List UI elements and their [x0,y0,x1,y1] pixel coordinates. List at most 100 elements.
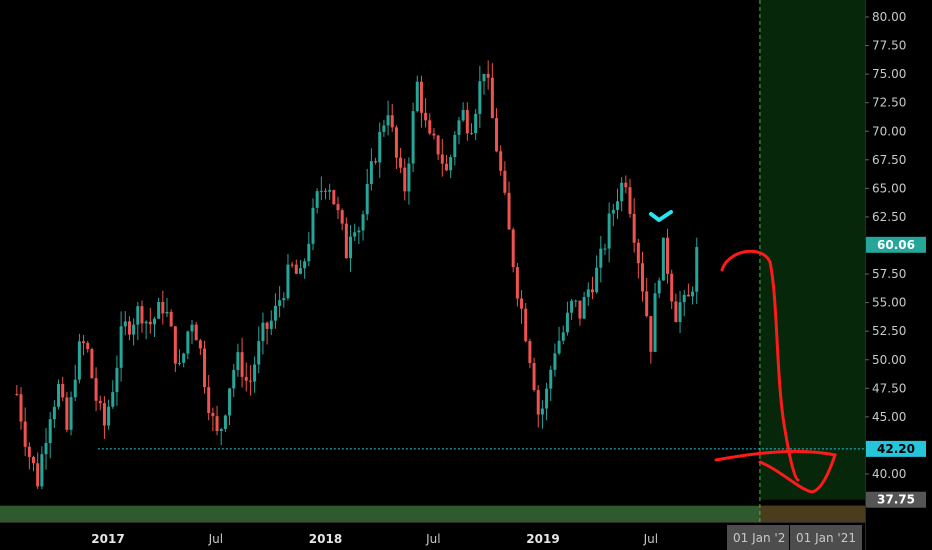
candle [115,355,119,406]
candle [649,315,653,364]
candle-body [382,125,386,132]
candle-body [691,291,695,297]
candle [311,198,315,251]
candle [349,224,353,272]
candle [324,188,327,200]
candle-body [253,364,257,382]
candle [561,325,565,345]
candle [361,210,365,241]
candle [228,387,232,426]
candle [207,375,211,421]
candle [682,289,686,317]
candle [632,198,636,253]
candle [69,391,73,436]
candle [152,316,156,337]
candle [57,379,61,410]
candle-body [119,326,123,368]
candle [399,147,403,173]
future-date-bg [790,525,862,550]
candle [161,290,165,325]
candle [157,297,161,320]
candle-body [127,321,131,335]
candle-body [265,322,269,329]
candle-body [586,289,590,297]
y-tick-label: 50.00 [872,353,906,367]
candle-body [419,81,423,113]
candle [590,276,594,300]
candle [686,283,690,297]
candle [286,254,290,301]
candle-body [469,133,473,135]
candle-body [595,267,599,293]
candle-body [328,190,332,192]
candle [127,316,131,341]
candle [282,292,286,308]
candle [636,238,640,279]
future-zone [759,0,865,500]
candle-body [32,456,36,464]
candle [98,395,102,411]
candle [419,75,423,128]
candle [353,223,357,242]
candle [365,168,369,221]
candle-body [261,322,265,342]
candle [52,400,56,428]
candle [595,255,599,294]
candle-body [578,300,582,319]
candle [23,407,27,457]
candle [173,325,177,373]
candle [507,181,511,230]
candle [574,299,578,308]
candle-body [590,289,594,293]
y-tick-label: 47.50 [872,381,906,395]
y-tick-label: 65.00 [872,181,906,195]
candle [599,235,603,283]
candle [661,237,665,281]
candle-body [549,369,553,389]
candle [182,352,186,368]
candle-body [499,151,503,171]
candle [232,364,236,398]
x-tick-label: 2019 [526,532,559,546]
candle-body [495,118,499,152]
candle-body [490,77,494,119]
candle-body [169,311,173,327]
candle-body [624,182,628,188]
candle [486,60,490,90]
candle [48,412,52,459]
candle-body [223,415,227,429]
candle-body [40,454,44,487]
candle [261,312,265,355]
candle [19,387,23,430]
candle-body [178,362,182,364]
candle [336,196,340,220]
candle [457,116,461,145]
candle-body [157,302,161,319]
bottom-zone [0,505,865,522]
price-badge-bg [866,491,926,508]
candle [73,364,77,401]
price-badge: 60.06 [866,236,926,253]
candle-body [236,352,240,371]
candle [436,134,440,161]
y-tick-label: 70.00 [872,124,906,138]
candle-body [553,353,557,370]
candle-body [65,397,69,430]
candle-body [532,362,536,391]
candle-body [386,115,390,126]
candle [382,119,386,137]
candle-body [61,383,65,398]
candle [670,269,674,309]
candle-body [661,237,665,281]
candle-body [666,237,670,274]
candle [65,392,69,433]
candle-body [415,81,419,112]
candle-body [369,161,373,184]
candle-body [670,273,674,302]
candle [586,282,590,306]
candle [44,428,48,470]
candle-body [424,112,428,121]
candle [119,311,123,382]
candle [474,108,478,141]
